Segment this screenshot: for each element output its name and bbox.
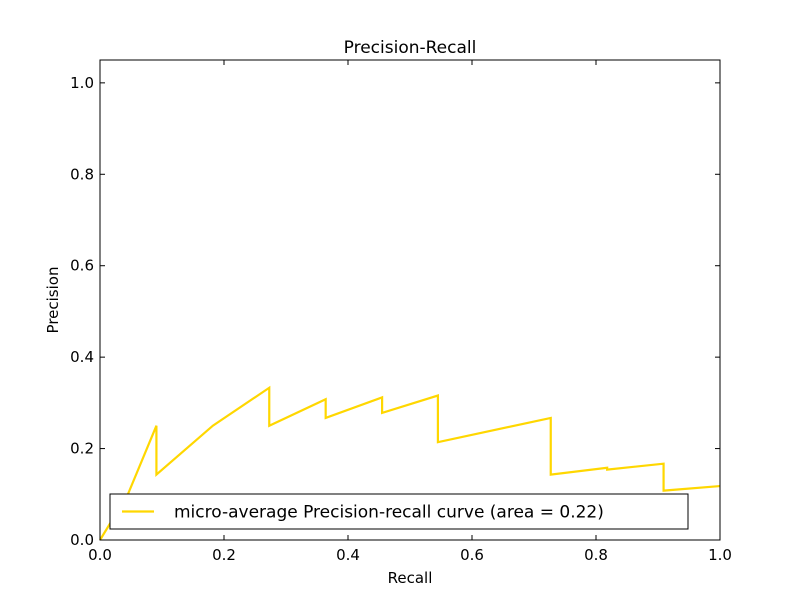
legend-box [109,493,689,530]
y-axis-label: Precision [44,267,62,334]
y-tick-label: 1.0 [70,74,94,92]
x-tick-label: 0.0 [88,546,112,564]
x-tick-label: 0.6 [460,546,484,564]
y-tick-label: 0.4 [70,348,94,366]
x-tick-label: 0.8 [584,546,608,564]
x-axis-label: Recall [388,569,433,587]
chart-title: Precision-Recall [344,38,477,58]
axes-frame [99,59,721,541]
y-tick-label: 0.8 [70,165,94,183]
plot-area [99,59,721,541]
axis-ticks: 0.0 0.2 0.4 0.6 0.8 1.0 0.0 0.2 0.4 0.6 0.8 1.0 [70,60,732,564]
y-tick-label: 0.0 [70,531,94,549]
y-tick-label: 0.6 [70,257,94,275]
x-tick-label: 0.2 [212,546,236,564]
x-tick-label: 0.4 [336,546,360,564]
series-line-0 [99,385,721,541]
x-tick-label: 1.0 [708,546,732,564]
legend: micro-average Precision-recall curve (ar… [109,493,689,530]
legend-label-0: micro-average Precision-recall curve (ar… [174,503,604,523]
y-tick-label: 0.2 [70,440,94,458]
